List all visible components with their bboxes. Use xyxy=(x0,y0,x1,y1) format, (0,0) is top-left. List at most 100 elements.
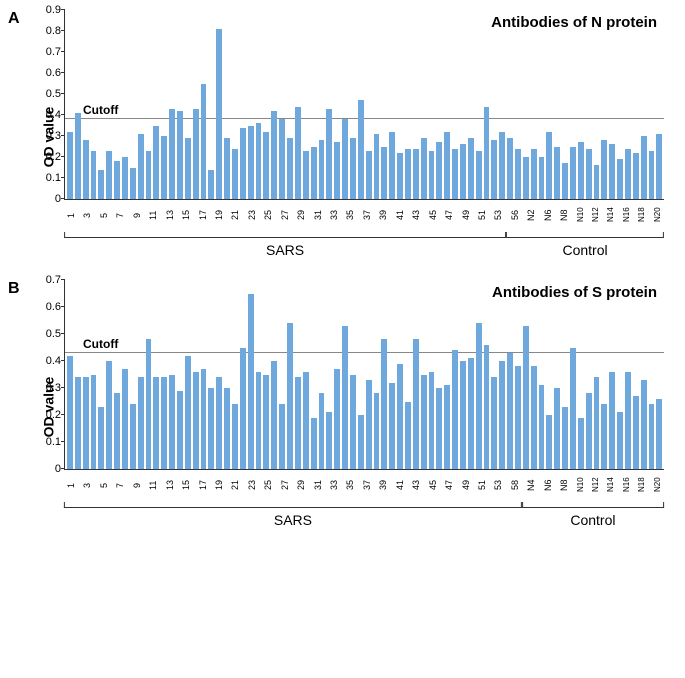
x-tick-label xyxy=(210,201,213,229)
x-tick-label: 49 xyxy=(462,201,471,229)
bar xyxy=(248,294,254,470)
x-tick-label: N8 xyxy=(560,471,569,499)
bars-container xyxy=(67,10,662,199)
bar xyxy=(507,138,513,199)
x-tick-label: 53 xyxy=(494,201,503,229)
bar xyxy=(350,138,356,199)
x-tick-label xyxy=(160,201,163,229)
bar xyxy=(326,412,332,469)
bar xyxy=(287,323,293,469)
x-tick-label: 23 xyxy=(248,471,257,499)
group-bracket xyxy=(522,502,664,508)
bar xyxy=(263,375,269,470)
y-tick-mark xyxy=(61,387,65,388)
bar xyxy=(279,119,285,199)
bar xyxy=(67,132,73,199)
bar xyxy=(625,149,631,199)
x-tick-label: 25 xyxy=(264,471,273,499)
bar xyxy=(303,372,309,469)
bar xyxy=(334,369,340,469)
bar xyxy=(216,377,222,469)
x-tick-label xyxy=(522,201,525,229)
bar xyxy=(546,415,552,469)
y-tick-label: 0.5 xyxy=(33,88,61,100)
bar xyxy=(444,385,450,469)
bar xyxy=(83,140,89,199)
y-tick-label: 0.1 xyxy=(33,436,61,448)
bar xyxy=(224,138,230,199)
x-tick-label: 27 xyxy=(281,201,290,229)
y-tick-label: 0.7 xyxy=(33,46,61,58)
x-tick-label xyxy=(456,471,459,499)
x-tick-label: 29 xyxy=(297,201,306,229)
x-tick-label: 51 xyxy=(478,471,487,499)
y-tick-mark xyxy=(61,441,65,442)
bar xyxy=(499,361,505,469)
x-tick-label xyxy=(571,471,574,499)
group-label: SARS xyxy=(64,242,506,258)
bar xyxy=(484,107,490,199)
y-tick-mark xyxy=(61,177,65,178)
chart-area-a: 00.10.20.30.40.50.60.70.80.9Cutoff135791… xyxy=(64,10,664,264)
y-tick-label: 0.4 xyxy=(33,355,61,367)
y-tick-mark xyxy=(61,135,65,136)
x-tick-label xyxy=(456,201,459,229)
x-tick-label: 53 xyxy=(494,471,503,499)
x-tick-label: N12 xyxy=(592,201,600,229)
x-tick-label: N4 xyxy=(527,471,536,499)
x-tick-label: 47 xyxy=(445,201,454,229)
bar xyxy=(531,149,537,199)
x-tick-label xyxy=(617,471,620,499)
y-tick-label: 0.3 xyxy=(33,382,61,394)
x-tick-label: 19 xyxy=(215,471,224,499)
bar xyxy=(185,356,191,469)
bar xyxy=(397,364,403,469)
bar xyxy=(625,372,631,469)
bar xyxy=(539,157,545,199)
bar xyxy=(491,377,497,469)
x-tick-label: N6 xyxy=(544,201,553,229)
x-tick-label xyxy=(127,201,130,229)
y-tick-label: 0 xyxy=(33,193,61,205)
panel-b: B Antibodies of S protein OD value 00.10… xyxy=(8,280,677,534)
y-tick-mark xyxy=(61,51,65,52)
group-bracket xyxy=(506,232,664,238)
bar xyxy=(83,377,89,469)
bar xyxy=(216,29,222,199)
bar xyxy=(342,119,348,199)
bar xyxy=(366,380,372,469)
bar xyxy=(562,407,568,469)
bar xyxy=(98,170,104,199)
bar xyxy=(594,377,600,469)
bar xyxy=(98,407,104,469)
x-tick-label xyxy=(275,201,278,229)
x-tick-label xyxy=(193,201,196,229)
bar xyxy=(570,348,576,470)
x-tick-label xyxy=(407,201,410,229)
y-tick-label: 0.9 xyxy=(33,4,61,16)
bar xyxy=(146,339,152,469)
bar xyxy=(67,356,73,469)
x-tick-label: N20 xyxy=(654,471,662,499)
bar xyxy=(609,372,615,469)
bar xyxy=(523,157,529,199)
y-tick-mark xyxy=(61,72,65,73)
bar xyxy=(169,109,175,199)
x-tick-label xyxy=(78,471,81,499)
x-tick-label xyxy=(571,201,574,229)
x-tick-label: 35 xyxy=(346,201,355,229)
bar xyxy=(562,163,568,199)
bar xyxy=(106,151,112,199)
x-tick-label: 41 xyxy=(396,201,405,229)
x-tick-label xyxy=(505,201,508,229)
bar xyxy=(256,372,262,469)
x-tick-label xyxy=(357,471,360,499)
bar xyxy=(429,372,435,469)
x-tick-label xyxy=(275,471,278,499)
bar xyxy=(405,402,411,470)
y-tick-label: 0.6 xyxy=(33,67,61,79)
x-tick-label xyxy=(177,471,180,499)
x-tick-label: 51 xyxy=(478,201,487,229)
bar xyxy=(295,377,301,469)
bar xyxy=(311,418,317,469)
